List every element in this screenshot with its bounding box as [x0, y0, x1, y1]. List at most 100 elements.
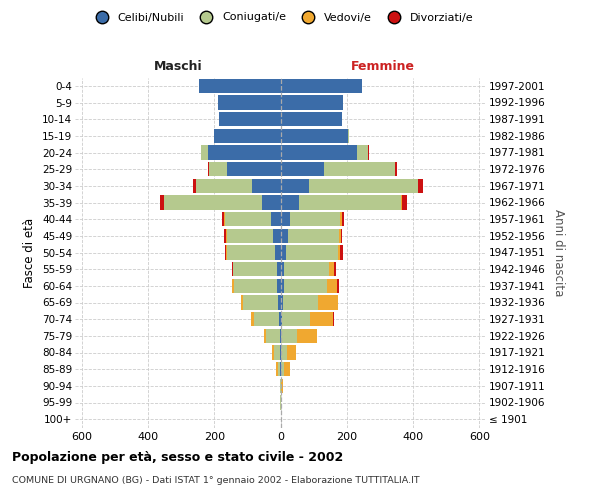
Bar — [339, 229, 341, 243]
Bar — [281, 162, 323, 176]
Bar — [317, 296, 338, 310]
Bar — [281, 379, 283, 393]
Bar — [281, 346, 287, 360]
Bar — [288, 229, 339, 243]
Bar — [271, 212, 281, 226]
Text: COMUNE DI URGNANO (BG) - Dati ISTAT 1° gennaio 2002 - Elaborazione TUTTITALIA.IT: COMUNE DI URGNANO (BG) - Dati ISTAT 1° g… — [12, 476, 419, 485]
Bar — [281, 128, 349, 143]
Bar — [368, 146, 369, 160]
Bar — [214, 128, 281, 143]
Bar — [281, 212, 290, 226]
Bar — [333, 312, 334, 326]
Bar — [279, 312, 281, 326]
Bar — [284, 262, 329, 276]
Bar — [281, 296, 283, 310]
Bar — [254, 312, 279, 326]
Bar — [308, 179, 418, 193]
Bar — [357, 146, 368, 160]
Bar — [208, 146, 281, 160]
Bar — [232, 262, 233, 276]
Bar — [227, 229, 273, 243]
Bar — [286, 246, 338, 260]
Bar — [278, 296, 281, 310]
Bar — [342, 212, 344, 226]
Bar — [276, 362, 278, 376]
Bar — [222, 212, 224, 226]
Bar — [232, 278, 234, 293]
Bar — [199, 78, 281, 93]
Legend: Celibi/Nubili, Coniugati/e, Vedovi/e, Divorziati/e: Celibi/Nubili, Coniugati/e, Vedovi/e, Di… — [86, 8, 478, 27]
Bar — [340, 246, 343, 260]
Bar — [209, 162, 227, 176]
Bar — [218, 96, 281, 110]
Bar — [281, 278, 284, 293]
Bar — [219, 112, 281, 126]
Bar — [266, 329, 280, 343]
Text: Popolazione per età, sesso e stato civile - 2002: Popolazione per età, sesso e stato civil… — [12, 451, 343, 464]
Bar — [164, 196, 262, 209]
Bar — [278, 362, 280, 376]
Bar — [225, 246, 226, 260]
Bar — [208, 162, 209, 176]
Bar — [233, 262, 277, 276]
Bar — [298, 329, 317, 343]
Bar — [281, 362, 284, 376]
Bar — [280, 379, 281, 393]
Y-axis label: Fasce di età: Fasce di età — [23, 218, 37, 288]
Bar — [196, 179, 253, 193]
Bar — [280, 329, 281, 343]
Bar — [418, 179, 424, 193]
Text: Femmine: Femmine — [351, 60, 415, 74]
Bar — [263, 329, 266, 343]
Bar — [310, 312, 333, 326]
Bar — [334, 262, 336, 276]
Bar — [337, 278, 338, 293]
Bar — [275, 246, 281, 260]
Bar — [281, 78, 362, 93]
Bar — [272, 346, 274, 360]
Bar — [277, 262, 281, 276]
Bar — [329, 262, 334, 276]
Bar — [273, 229, 281, 243]
Bar — [160, 196, 164, 209]
Bar — [341, 229, 343, 243]
Bar — [262, 196, 281, 209]
Bar — [234, 278, 277, 293]
Bar — [323, 162, 395, 176]
Bar — [395, 162, 397, 176]
Bar — [281, 229, 288, 243]
Bar — [225, 212, 271, 226]
Bar — [281, 329, 298, 343]
Bar — [241, 296, 244, 310]
Bar — [281, 312, 282, 326]
Bar — [281, 196, 299, 209]
Y-axis label: Anni di nascita: Anni di nascita — [552, 209, 565, 296]
Bar — [327, 278, 337, 293]
Bar — [281, 96, 343, 110]
Bar — [281, 246, 286, 260]
Bar — [251, 312, 254, 326]
Bar — [227, 162, 281, 176]
Bar — [244, 296, 278, 310]
Bar — [299, 196, 401, 209]
Bar — [193, 179, 196, 193]
Bar — [284, 278, 327, 293]
Bar — [253, 179, 281, 193]
Bar — [281, 112, 342, 126]
Bar — [274, 346, 280, 360]
Bar — [227, 246, 275, 260]
Bar — [287, 346, 296, 360]
Bar — [281, 179, 308, 193]
Bar — [402, 196, 407, 209]
Bar — [290, 212, 340, 226]
Bar — [280, 346, 281, 360]
Bar — [277, 278, 281, 293]
Text: Maschi: Maschi — [154, 60, 202, 74]
Bar — [284, 362, 290, 376]
Bar — [224, 229, 226, 243]
Bar — [340, 212, 342, 226]
Bar — [401, 196, 402, 209]
Bar — [281, 146, 357, 160]
Bar — [201, 146, 208, 160]
Bar — [283, 296, 317, 310]
